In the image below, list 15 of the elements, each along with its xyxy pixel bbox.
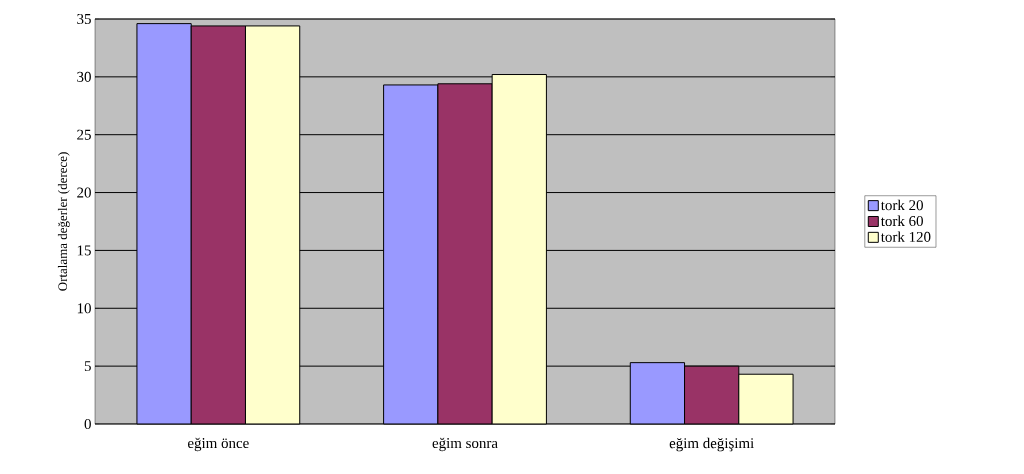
y-tick-label: 10 <box>77 303 91 314</box>
y-tick-label: 35 <box>77 13 91 24</box>
y-tick-label: 0 <box>84 418 91 430</box>
y-tick-label: 25 <box>77 129 91 140</box>
y-tick-label: 20 <box>77 187 91 198</box>
legend-label: tork 20 <box>880 199 923 211</box>
x-tick-label: eğim önce <box>188 437 249 452</box>
x-tick-label: eğim değişimi <box>669 437 754 452</box>
y-tick-label: 5 <box>84 361 91 372</box>
legend-label: tork 60 <box>880 215 923 227</box>
x-tick-label: eğim sonra <box>432 437 498 452</box>
y-tick-label: 30 <box>77 71 91 82</box>
legend-label: tork 120 <box>880 231 931 242</box>
y-axis-title: Ortalama değerler (derece) <box>57 152 70 291</box>
y-tick-label: 15 <box>77 245 91 256</box>
